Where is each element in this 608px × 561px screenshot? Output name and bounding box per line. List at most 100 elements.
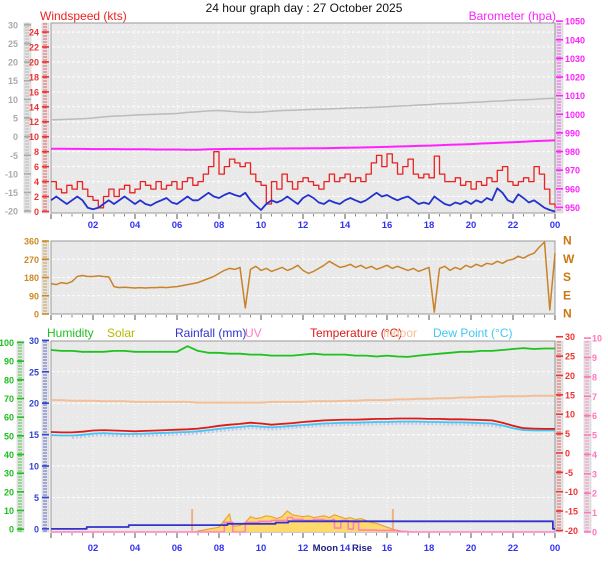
axis-tick-label: 0 [34, 524, 39, 534]
axis-strip-uv [583, 340, 592, 533]
series-indoor-temperature [51, 394, 555, 404]
x-axis-label: 00 [550, 543, 561, 554]
axis-tick-label: 20 [4, 487, 14, 497]
axis-tick-label: 3 [592, 469, 597, 479]
axis-tick-label: 40 [4, 450, 14, 460]
axis-tick-label: N [563, 234, 572, 248]
axis-tick-label: 20 [29, 57, 39, 67]
axis-tick-label: 30 [8, 20, 18, 30]
axis-tick-label: 8 [592, 372, 597, 382]
axis-tick-label: -5 [10, 151, 18, 161]
axis-tick-label: 1030 [565, 54, 585, 64]
axis-tick-label: 30 [4, 469, 14, 479]
series-barometer [51, 139, 556, 151]
x-axis-label: 08 [214, 220, 225, 231]
axis-tick-label: 0 [592, 528, 597, 538]
axis-tick-label: 80 [4, 375, 14, 385]
axis-tick-label: 1040 [565, 35, 585, 45]
axis-tick-label: 0 [34, 207, 39, 217]
axis-tick-label: E [563, 288, 571, 302]
axis-tick-label: 100 [0, 338, 14, 348]
axis-tick-label: 25 [8, 39, 18, 49]
axis-tick-label: 180 [24, 273, 39, 283]
legend-item-uv: UV [245, 326, 262, 340]
series-solar [195, 510, 409, 533]
moonrise-label-after: Rise [352, 543, 372, 554]
axis-tick-label: 1 [592, 508, 597, 518]
x-axis-label: 16 [382, 220, 393, 231]
axis-tick-label: 15 [29, 430, 39, 440]
x-axis-label: 04 [130, 543, 141, 554]
axis-tick-label: 10 [565, 410, 575, 420]
axis-tick-label: 15 [8, 76, 18, 86]
axis-tick-label: -20 [5, 207, 18, 217]
axis-tick-label: 30 [565, 332, 575, 342]
x-axis-label: 10 [256, 543, 267, 554]
x-axis-label: 08 [214, 543, 225, 554]
axis-tick-label: 12 [29, 117, 39, 127]
axis-tick-label: 0 [34, 310, 39, 320]
axis-tick-label: -15 [565, 507, 578, 517]
windspeed-axis-title: Windspeed (kts) [40, 9, 127, 23]
axis-tick-label: 5 [34, 493, 39, 503]
axis-tick-label: 50 [4, 431, 14, 441]
axis-tick-label: 22 [29, 42, 39, 52]
x-axis-label: 20 [466, 543, 477, 554]
axis-tick-label: 960 [565, 184, 580, 194]
axis-tick-label: 990 [565, 128, 580, 138]
series-wind-average [50, 187, 556, 213]
x-axis-label: 04 [130, 220, 141, 231]
x-axis-label: 06 [172, 220, 183, 231]
axis-tick-label: 1010 [565, 91, 585, 101]
legend-item-temperature-c: Temperature (°C) [310, 326, 403, 340]
x-axis-label: 22 [508, 220, 519, 231]
barometer-axis-title: Barometer (hpa) [468, 9, 556, 23]
x-axis-label: 12 [298, 220, 309, 231]
series-wind-gust [51, 151, 556, 209]
series-wind-direction [50, 241, 556, 313]
axis-tick-label: 9 [592, 353, 597, 363]
axis-tick-label: -10 [565, 487, 578, 497]
axis-tick-label: 25 [29, 367, 39, 377]
x-axis-label: 02 [88, 220, 99, 231]
axis-tick-label: 30 [29, 336, 39, 346]
legend: Humidity Solar Rainfall (mm) UV Temperature … [0, 326, 608, 340]
x-axis-label: 20 [466, 220, 477, 231]
axis-tick-label: 2 [34, 192, 39, 202]
axis-tick-label: 18 [29, 72, 39, 82]
axis-tick-label: 270 [24, 255, 39, 265]
axis-tick-label: 970 [565, 166, 580, 176]
x-axis-label: 14 [340, 220, 351, 231]
series-dew-point [50, 420, 555, 437]
axis-tick-label: 14 [29, 102, 39, 112]
series-rainfall-cumulative [51, 520, 555, 530]
axis-tick-label: 60 [4, 413, 14, 423]
x-axis-label: 22 [508, 543, 519, 554]
axis-tick-label: 10 [8, 95, 18, 105]
axis-tick-label: 15 [565, 390, 575, 400]
axis-tick-label: 7 [592, 392, 597, 402]
axis-tick-label: 360 [24, 237, 39, 247]
axis-tick-label: 980 [565, 147, 580, 157]
axis-tick-label: 5 [565, 429, 570, 439]
series-uv [51, 516, 555, 533]
axis-tick-label: 2 [592, 489, 597, 499]
axis-tick-label: 25 [565, 352, 575, 362]
axis-strip-baro [555, 22, 564, 214]
axis-tick-label: 1050 [565, 17, 585, 27]
x-axis-label: 18 [424, 220, 435, 231]
axis-tick-label: 8 [34, 147, 39, 157]
x-axis-label: 00 [550, 220, 561, 231]
axis-tick-label: N [563, 307, 572, 321]
axis-tick-label: 950 [565, 203, 580, 213]
x-axis-label: 06 [172, 543, 183, 554]
series-unlabeled-gray-trend [50, 97, 556, 121]
legend-item-solar: Solar [107, 326, 136, 340]
x-axis-label: 14 [340, 543, 351, 554]
legend-item-dew-point-c: Dew Point (°C) [433, 326, 513, 340]
moonrise-label-before: Moon [313, 543, 339, 554]
page-title: 24 hour graph day : 27 October 2025 [205, 1, 403, 15]
axis-strip-temp [555, 340, 564, 533]
axis-tick-label: 5 [592, 431, 597, 441]
axis-tick-label: 10 [29, 132, 39, 142]
